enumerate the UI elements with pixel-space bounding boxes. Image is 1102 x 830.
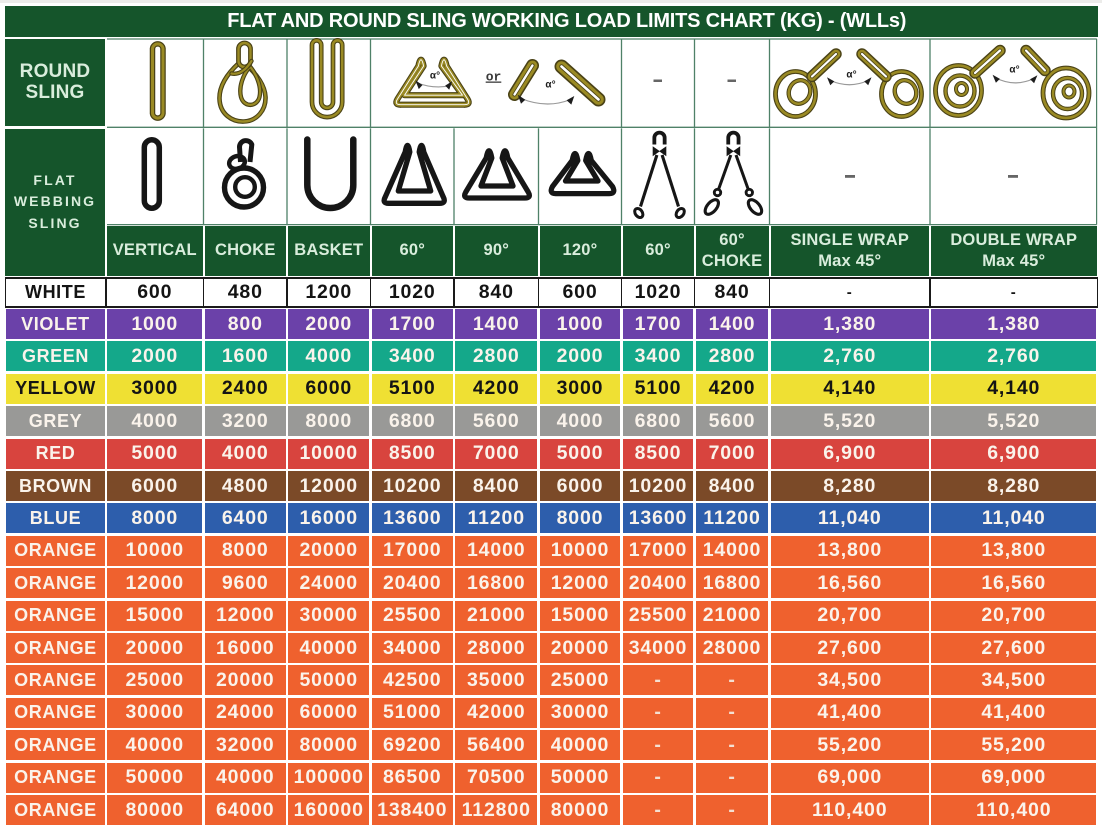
svg-text:α°: α° <box>1009 65 1019 76</box>
svg-text:α°: α° <box>545 80 555 91</box>
svg-text:or: or <box>486 70 502 85</box>
svg-text:α°: α° <box>430 71 440 82</box>
svg-text:α°: α° <box>846 70 856 81</box>
